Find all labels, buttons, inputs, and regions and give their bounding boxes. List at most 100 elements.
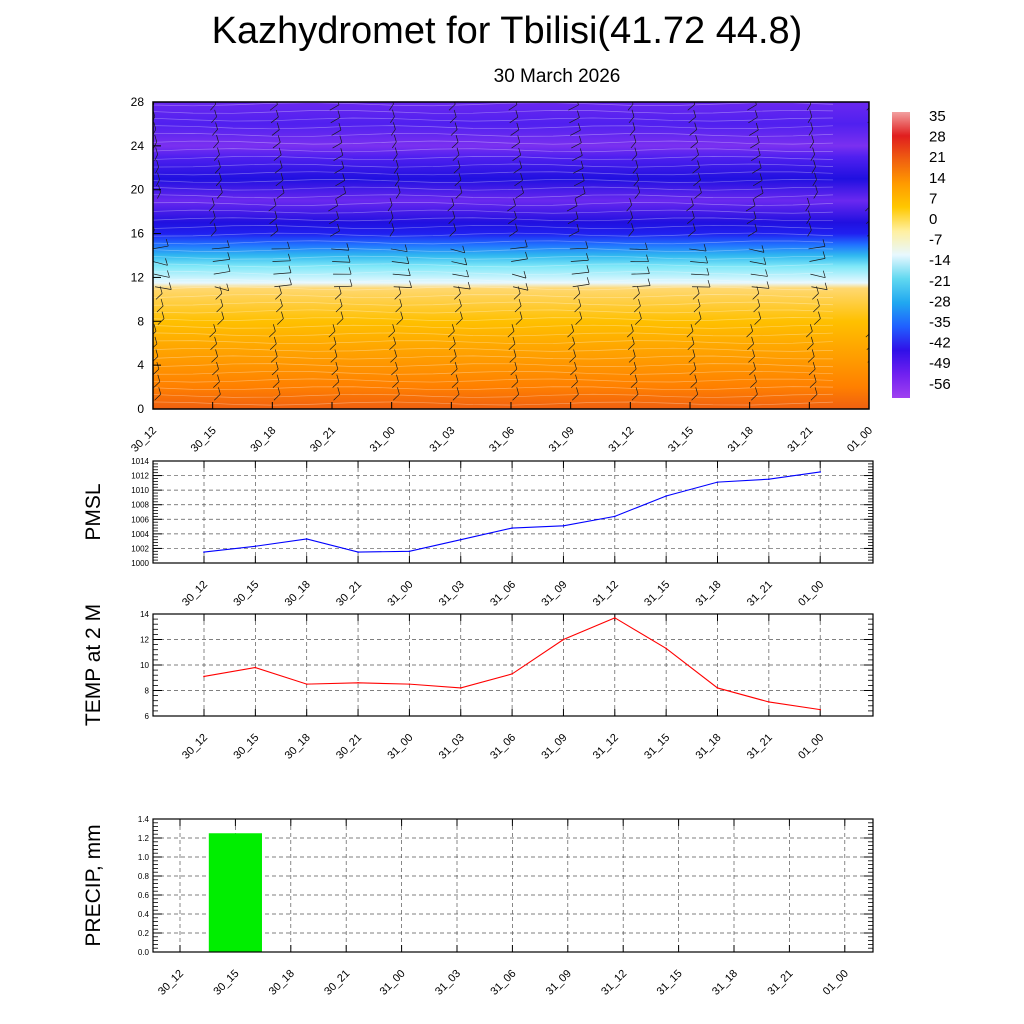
wind-barb-flag [518, 298, 522, 307]
wind-barb-flag [393, 134, 397, 143]
data-point [768, 701, 770, 703]
wind-barb [153, 356, 159, 362]
isotherm [153, 263, 834, 268]
wind-barb [871, 284, 887, 287]
wind-barb [813, 305, 820, 313]
x-tick-label: 30_12 [156, 968, 186, 998]
wind-barb [210, 230, 217, 237]
wind-barb-flag [691, 198, 694, 206]
wind-barb [155, 293, 163, 300]
wind-barb-flag [818, 311, 821, 319]
wind-barb-flag [755, 102, 757, 105]
x-tick-label: 31_00 [385, 732, 415, 762]
wind-barb-flag [884, 241, 886, 248]
wind-barb [752, 293, 760, 300]
wind-barb [688, 230, 696, 237]
wind-barb [156, 179, 160, 187]
y-tick-label: 1004 [131, 530, 149, 539]
wind-barb [276, 318, 284, 325]
wind-barb [572, 283, 590, 288]
wind-barb-flag [885, 265, 887, 272]
wind-barb [271, 129, 280, 136]
y-tick-label: 20 [131, 183, 145, 197]
x-tick-label: 31_12 [606, 425, 636, 455]
wind-barb-flag [577, 110, 580, 118]
wind-barb-flag [513, 349, 517, 357]
wind-barb-flag [766, 281, 770, 289]
wind-barb-flag [519, 311, 523, 319]
wind-barb [689, 248, 707, 252]
wind-barb [331, 368, 339, 376]
wind-barb-flag [812, 147, 815, 155]
x-tick-label: 01_00 [796, 732, 826, 762]
wind-barb-flag [575, 374, 578, 382]
wind-barb [694, 192, 702, 199]
wind-barb-flag [466, 269, 469, 278]
wind-barb-flag [580, 160, 584, 169]
wind-barb-flag [281, 185, 285, 193]
wind-barb-flag [877, 186, 879, 193]
isotherm [153, 186, 834, 191]
wind-barb [749, 129, 759, 136]
wind-barb-flag [458, 172, 462, 181]
wind-barb [447, 204, 455, 212]
wind-barb-flag [392, 324, 396, 332]
wind-barb [217, 318, 224, 325]
wind-barb [512, 273, 527, 279]
wind-barb-flag [156, 159, 159, 168]
colorbar-label: -21 [929, 273, 951, 290]
wind-barb-flag [693, 109, 697, 118]
wind-barb-flag [276, 109, 279, 118]
data-point [408, 683, 411, 685]
wind-barb-flag [753, 361, 756, 370]
wind-barb [514, 305, 522, 313]
x-tick-label: 30_21 [334, 732, 364, 762]
wind-barb-flag [752, 198, 756, 206]
wind-barb-flag [456, 147, 460, 155]
x-tick-label: 30_15 [189, 425, 219, 455]
wind-barb-flag [339, 135, 343, 143]
x-tick-label: 31_00 [385, 579, 415, 609]
wind-barb [336, 192, 346, 199]
wind-barb [870, 382, 876, 388]
y-tick-label: 8 [137, 314, 144, 328]
x-tick-label: 31_18 [694, 732, 724, 762]
x-tick-label: 30_12 [180, 732, 210, 762]
x-tick-label: 31_21 [745, 579, 775, 609]
wind-barb-flag [216, 134, 219, 143]
wind-barb-flag [454, 122, 458, 130]
wind-barb-flag [755, 387, 758, 395]
wind-barb-flag [215, 122, 218, 130]
wind-barb [331, 129, 342, 136]
wind-barb-flag [167, 270, 170, 278]
y-tick-label: 0.2 [138, 929, 150, 938]
wind-barb-flag [579, 148, 583, 156]
wind-barb-flag [214, 109, 217, 117]
wind-barb-flag [213, 324, 217, 332]
wind-barb [330, 230, 340, 237]
wind-barb-flag [632, 349, 636, 357]
wind-barb [688, 116, 696, 124]
wind-barb-flag [287, 241, 290, 249]
wind-barb-flag [399, 298, 403, 307]
wind-barb-flag [219, 172, 222, 180]
wind-barb [627, 103, 634, 111]
isotherm [153, 102, 834, 107]
wind-barb [574, 305, 582, 313]
wind-barb-flag [822, 239, 826, 247]
wind-barb-flag [574, 361, 577, 370]
isotherm [153, 401, 834, 406]
wind-barb-flag [874, 148, 876, 155]
x-tick-label: 31_03 [437, 579, 467, 609]
wind-barb [512, 394, 519, 401]
x-tick-label: 30_15 [231, 579, 261, 609]
wind-barb-flag [812, 361, 816, 370]
wind-barb-flag [276, 102, 278, 105]
wind-barb [808, 129, 814, 136]
y-tick-label: 0.6 [138, 891, 150, 900]
wind-barb-flag [335, 198, 338, 206]
colorbar-label: 14 [929, 170, 946, 187]
isotherm [153, 209, 834, 214]
wind-barb-flag [453, 109, 457, 118]
wind-barb-flag [165, 238, 169, 247]
